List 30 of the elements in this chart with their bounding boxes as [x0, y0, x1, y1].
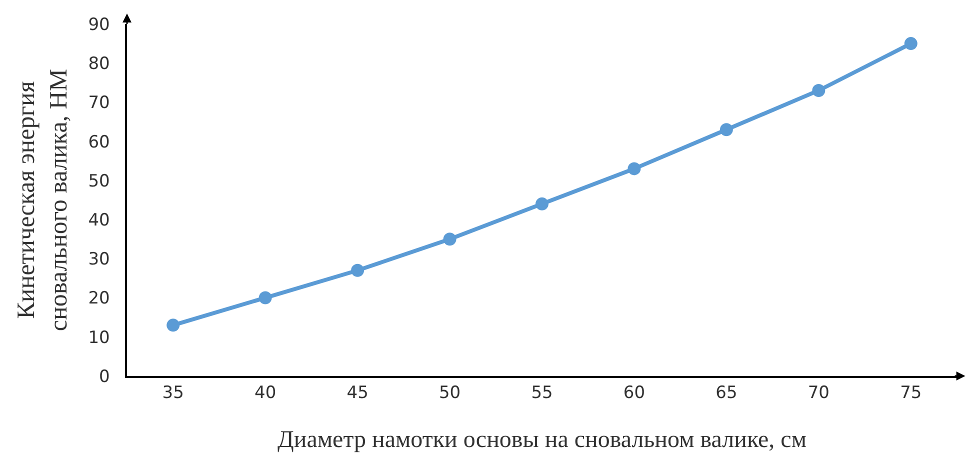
x-axis-title: Диаметр намотки основы на сновальном валике, см [277, 426, 807, 453]
point [351, 264, 364, 277]
point [536, 197, 548, 210]
x-tick-label: 40 [254, 383, 276, 404]
y-tick-label: 40 [88, 210, 110, 231]
point [258, 291, 272, 304]
point [443, 232, 456, 246]
point [812, 84, 826, 97]
y-tick-label: 10 [88, 328, 110, 348]
point [628, 162, 641, 176]
y-tick-label: 50 [88, 171, 110, 192]
y-tick-label: 70 [88, 93, 110, 114]
y-tick-label: 20 [88, 288, 110, 309]
y-tick-label: 90 [88, 14, 110, 35]
point [166, 318, 180, 332]
x-tick-label: 35 [162, 383, 184, 404]
y-tick-label: 60 [88, 132, 110, 152]
x-tick-label: 50 [438, 383, 461, 404]
x-tick-label: 70 [808, 383, 830, 404]
y-tick-label: 80 [88, 54, 110, 74]
y-axis-title: Кинетическая энергия сновального валика, НМ [12, 68, 72, 332]
x-tick-label: 55 [531, 383, 553, 404]
x-tick-label: 75 [900, 383, 922, 404]
y-tick-label: 30 [88, 250, 110, 270]
x-tick-label: 60 [623, 383, 646, 404]
x-tick-label: 65 [716, 383, 738, 404]
point [904, 37, 918, 50]
point [720, 123, 733, 136]
x-tick-label: 45 [346, 383, 368, 404]
y-tick-label: 0 [99, 366, 110, 387]
